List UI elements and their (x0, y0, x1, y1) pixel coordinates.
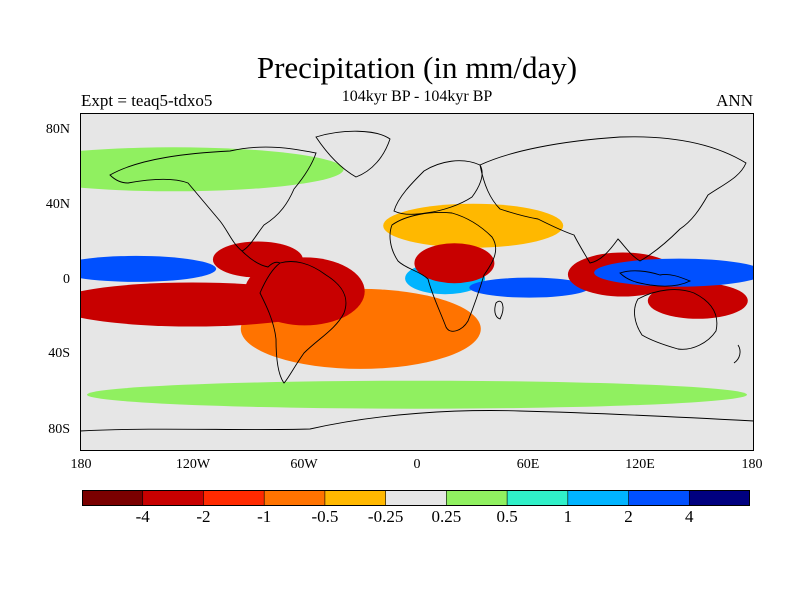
lat-tick-40s: 40S (48, 346, 70, 361)
colorbar-label-4: -0.25 (367, 507, 404, 526)
coast-antarctica (80, 410, 754, 432)
colorbar-cell-6 (446, 490, 508, 506)
season-label: ANN (716, 91, 753, 110)
lat-tick-eq: 0 (63, 272, 70, 287)
coast-north-america (109, 146, 317, 252)
coast-central-america (241, 250, 281, 268)
colorbar (82, 490, 750, 506)
lat-tick-40n: 40N (45, 197, 70, 212)
coastlines (80, 130, 754, 432)
precip-anomaly-region (594, 258, 754, 287)
experiment-label: Expt = teaq5-tdxo5 (81, 91, 213, 110)
colorbar-cell-4 (324, 490, 387, 506)
colorbar-label-5: 0.25 (431, 507, 462, 526)
colorbar-label-2: -1 (257, 507, 272, 526)
map-title: Precipitation (in mm/day) (256, 50, 578, 85)
map-field-layer (80, 113, 754, 451)
colorbar-label-9: 4 (685, 507, 694, 526)
colorbar-cell-5 (385, 490, 447, 506)
coast-asia (479, 136, 747, 264)
lat-tick-80s: 80S (48, 422, 70, 437)
colorbar-cell-10 (688, 490, 750, 506)
precipitation-map (80, 113, 754, 451)
colorbar-cell-0 (82, 490, 144, 506)
colorbar-label-3: -0.5 (311, 507, 339, 526)
lat-tick-80n: 80N (45, 122, 70, 137)
coast-new-zealand (733, 344, 741, 364)
precip-anomaly-region (414, 243, 495, 284)
coast-africa (389, 212, 497, 332)
precip-anomaly-region (80, 255, 217, 282)
precip-anomaly-region (383, 203, 564, 248)
colorbar-cell-9 (628, 490, 690, 506)
colorbar-cell-7 (506, 490, 569, 506)
colorbar-label-8: 2 (624, 507, 633, 526)
lon-tick-60w: 60W (290, 457, 318, 472)
map-frame (80, 113, 754, 451)
lon-tick-120e: 120E (625, 457, 655, 472)
precip-anomaly-region (647, 282, 748, 319)
colorbar-cell-3 (263, 490, 326, 506)
colorbar-label-0: -4 (135, 507, 150, 526)
colorbar-label-1: -2 (196, 507, 211, 526)
lon-tick-0: 0 (413, 457, 421, 472)
precip-anomaly-region (212, 241, 303, 278)
lon-tick-120w: 120W (175, 457, 211, 472)
colorbar-cell-1 (142, 490, 205, 506)
colorbar-label-7: 1 (563, 507, 573, 526)
lon-tick-180w: 180 (70, 457, 92, 472)
coast-madagascar (494, 300, 504, 320)
colorbar-label-6: 0.5 (496, 507, 518, 526)
colorbar-cell-2 (203, 490, 265, 506)
colorbar-cell-8 (567, 490, 630, 506)
coast-indonesia (619, 270, 692, 287)
coast-australia (634, 289, 718, 350)
precip-anomaly-region (87, 380, 747, 409)
coast-greenland (315, 130, 391, 178)
lon-tick-60e: 60E (516, 457, 540, 472)
map-subtitle: 104kyr BP - 104kyr BP (341, 88, 493, 105)
precip-anomaly-region (469, 277, 590, 298)
coast-south-america (259, 261, 347, 384)
lon-tick-180e: 180 (741, 457, 763, 472)
